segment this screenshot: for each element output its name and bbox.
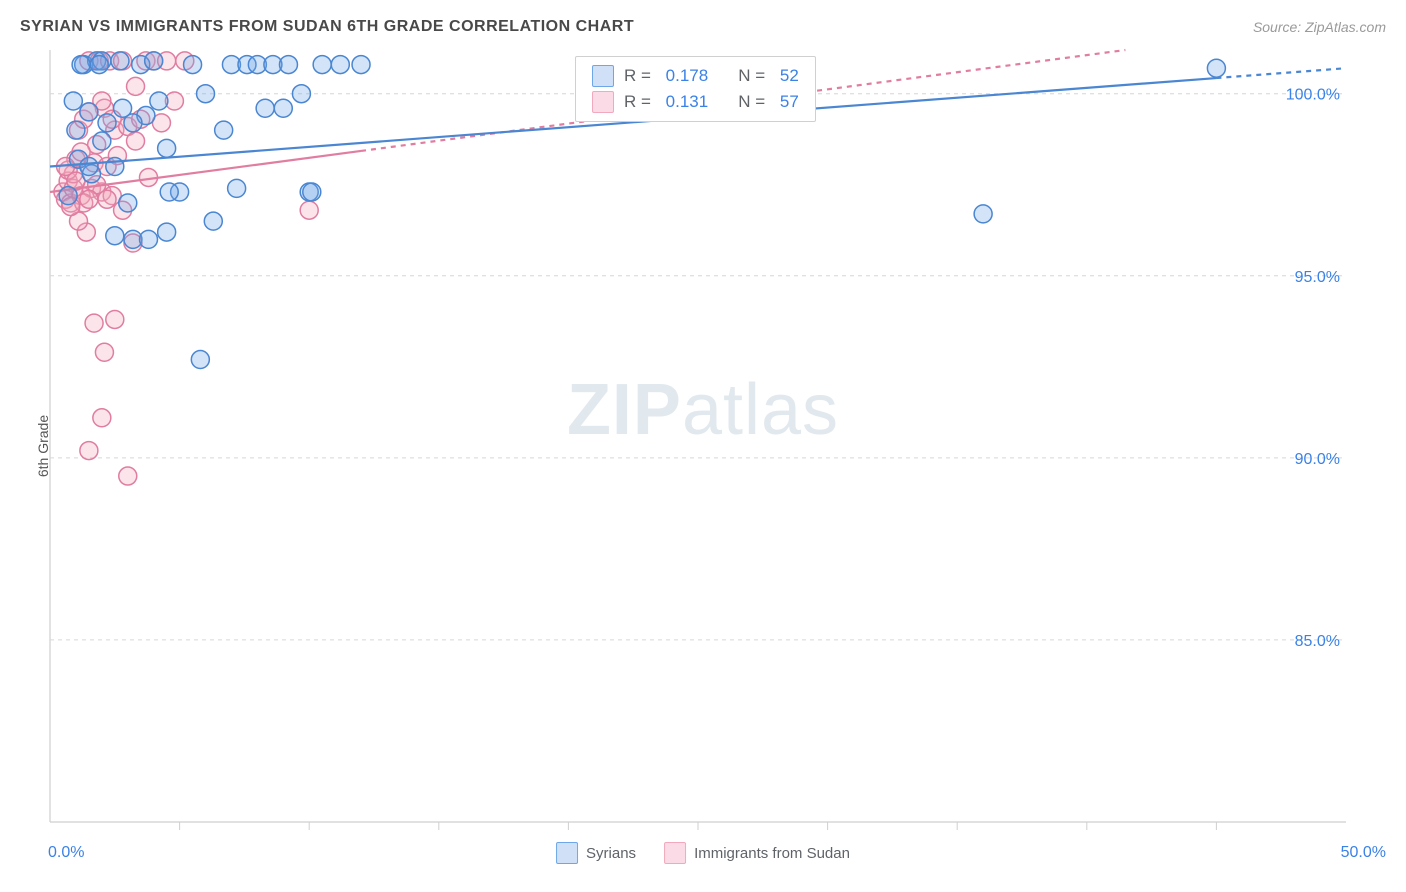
svg-text:85.0%: 85.0% (1295, 633, 1340, 650)
data-point (67, 121, 85, 139)
data-point (127, 132, 145, 150)
data-point (158, 139, 176, 157)
legend-item-sudan: Immigrants from Sudan (664, 842, 850, 864)
data-point (93, 409, 111, 427)
data-point (197, 85, 215, 103)
plot-area: 85.0% 90.0% 95.0% 100.0% (50, 50, 1346, 822)
data-point (93, 132, 111, 150)
data-point (191, 351, 209, 369)
data-point (145, 52, 163, 70)
data-point (160, 183, 178, 201)
data-point (1207, 59, 1225, 77)
data-point (204, 212, 222, 230)
stat-r-value: 0.131 (666, 92, 709, 112)
data-point (139, 230, 157, 248)
data-point (184, 56, 202, 74)
legend-label: Immigrants from Sudan (694, 845, 850, 862)
data-point (300, 201, 318, 219)
stat-r-label: R = (624, 92, 656, 112)
stat-n-label: N = (738, 92, 770, 112)
legend-item-syrians: Syrians (556, 842, 636, 864)
legend-swatch-syrians (556, 842, 578, 864)
stat-n-label: N = (738, 66, 770, 86)
source-label: Source: ZipAtlas.com (1253, 19, 1386, 35)
data-point (150, 92, 168, 110)
data-point (279, 56, 297, 74)
data-point (106, 227, 124, 245)
data-point (80, 103, 98, 121)
stat-swatch (592, 65, 614, 87)
data-point (292, 85, 310, 103)
stat-row: R = 0.131 N = 57 (592, 89, 799, 115)
svg-text:95.0%: 95.0% (1295, 269, 1340, 286)
data-point (106, 310, 124, 328)
data-point (80, 442, 98, 460)
stat-r-value: 0.178 (666, 66, 709, 86)
svg-text:100.0%: 100.0% (1286, 87, 1340, 104)
data-point (111, 52, 129, 70)
stat-r-label: R = (624, 66, 656, 86)
data-point (85, 314, 103, 332)
data-point (331, 56, 349, 74)
stat-n-value: 57 (780, 92, 799, 112)
data-point (124, 114, 142, 132)
data-point (98, 190, 116, 208)
scatter-plot-svg: 85.0% 90.0% 95.0% 100.0% (50, 50, 1346, 822)
data-point (303, 183, 321, 201)
chart-title: SYRIAN VS IMMIGRANTS FROM SUDAN 6TH GRAD… (20, 18, 634, 36)
data-point (90, 56, 108, 74)
legend: Syrians Immigrants from Sudan (556, 842, 850, 864)
stat-row: R = 0.178 N = 52 (592, 63, 799, 89)
svg-text:90.0%: 90.0% (1295, 451, 1340, 468)
data-point (127, 77, 145, 95)
data-point (313, 56, 331, 74)
data-point (119, 467, 137, 485)
trend-line-extension (1216, 68, 1346, 78)
data-point (256, 99, 274, 117)
data-point (59, 187, 77, 205)
legend-label: Syrians (586, 845, 636, 862)
correlation-stat-box: R = 0.178 N = 52 R = 0.131 N = 57 (575, 56, 816, 122)
x-axis-max-label: 50.0% (1341, 844, 1386, 862)
data-point (158, 223, 176, 241)
data-point (352, 56, 370, 74)
data-point (974, 205, 992, 223)
x-axis-min-label: 0.0% (48, 844, 84, 862)
legend-swatch-sudan (664, 842, 686, 864)
data-point (80, 158, 98, 176)
data-point (98, 114, 116, 132)
stat-n-value: 52 (780, 66, 799, 86)
stat-swatch (592, 91, 614, 113)
data-point (72, 56, 90, 74)
data-point (215, 121, 233, 139)
y-axis-label: 6th Grade (35, 415, 51, 477)
data-point (64, 92, 82, 110)
data-point (95, 343, 113, 361)
data-point (80, 190, 98, 208)
data-point (274, 99, 292, 117)
data-point (119, 194, 137, 212)
data-point (228, 179, 246, 197)
chart-header: SYRIAN VS IMMIGRANTS FROM SUDAN 6TH GRAD… (20, 18, 1386, 36)
